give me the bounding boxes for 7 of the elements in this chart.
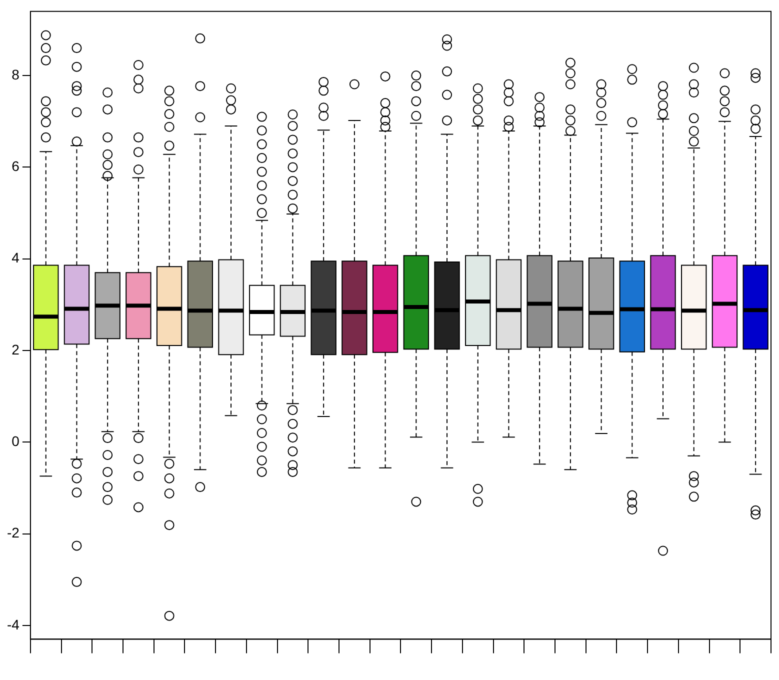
- y-tick-label: 0: [12, 433, 20, 450]
- y-tick-label: -2: [6, 524, 20, 541]
- y-tick-label: 2: [12, 341, 20, 358]
- y-tick-label: 6: [12, 158, 20, 174]
- y-tick-label: 8: [12, 66, 20, 82]
- y-tick-label: 4: [12, 250, 20, 266]
- y-tick-label: -4: [6, 616, 20, 632]
